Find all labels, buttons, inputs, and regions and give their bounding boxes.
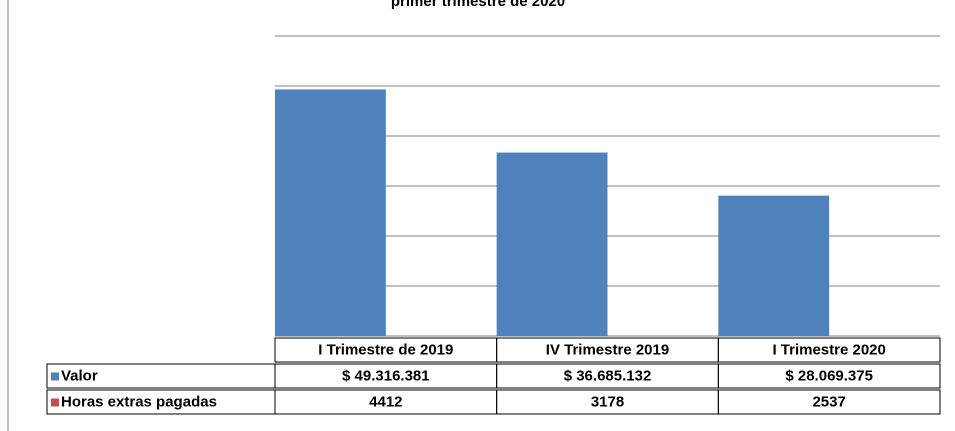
chart-title: primer trimestre de 2020 <box>391 0 565 10</box>
data-label: $ 36.685.132 <box>564 367 652 384</box>
table-cell <box>717 337 941 363</box>
table-cell <box>717 363 941 389</box>
x-tick-label: I Trimestre 2020 <box>772 341 885 358</box>
legend-key <box>51 372 59 381</box>
legend-label: Horas extras pagadas <box>61 393 217 410</box>
table-cell <box>717 389 941 415</box>
chart-frame <box>7 0 9 431</box>
x-tick-label: I Trimestre de 2019 <box>318 341 453 358</box>
data-label: $ 28.069.375 <box>785 367 873 384</box>
legend-label: Valor <box>61 367 98 384</box>
x-tick-label: IV Trimestre 2019 <box>546 341 669 358</box>
data-label: 4412 <box>369 393 402 410</box>
legend-key <box>51 398 59 407</box>
bar <box>718 195 830 336</box>
bar <box>496 152 608 336</box>
bar <box>275 89 386 337</box>
data-label: 2537 <box>812 393 845 410</box>
data-label: 3178 <box>591 393 624 410</box>
data-label: $ 49.316.381 <box>342 367 430 384</box>
